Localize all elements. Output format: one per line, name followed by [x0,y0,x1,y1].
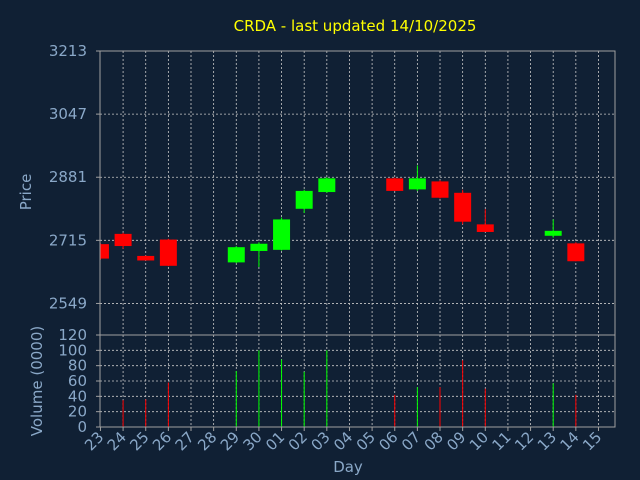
volume-tick-label: 100 [58,341,87,359]
price-panel-grid [100,51,615,335]
candle-body [273,219,291,250]
volume-panel-grid [100,335,615,427]
price-panel-frame [99,50,616,336]
volume-panel-frame [99,334,616,428]
volume-tick-label: 20 [68,403,87,421]
price-tick-label: 3213 [49,42,87,60]
volume-axis-label: Volume (0000) [28,326,46,436]
candle-body [476,224,494,232]
candle-body [159,239,177,266]
price-tick-label: 2881 [49,168,87,186]
price-tick-label: 2549 [49,294,87,312]
panel-frames [99,50,616,428]
chart-title: CRDA - last updated 14/10/2025 [234,17,477,35]
price-tick-label: 2715 [49,231,87,249]
volume-tick-label: 0 [77,418,87,436]
volume-tick-label: 120 [58,326,87,344]
price-candles [99,165,585,267]
candle-body [454,192,472,222]
candle-body [100,244,109,259]
volume-bars [122,350,577,427]
candle-body [227,247,245,263]
volume-tick-label: 80 [68,357,87,375]
candle-body [295,190,313,209]
candle-body [408,178,426,190]
price-axis-label: Price [17,174,35,211]
day-tick-label: 15 [579,428,605,454]
volume-tick-label: 40 [68,387,87,405]
day-tick-labels: 2324252627282930010203040506070809101112… [81,427,605,454]
candle-body [431,181,449,198]
candle-body [386,178,404,191]
candle-body [114,233,132,247]
x-axis-label: Day [333,458,363,476]
candle-body [544,230,562,236]
candle-body [137,255,155,261]
candle-body [318,178,336,193]
price-tick-label: 3047 [49,105,87,123]
price-tick-labels: 3213 3047 2881 2715 2549 [49,42,100,312]
candle-body [250,243,268,251]
candle-body [567,243,585,262]
volume-tick-label: 60 [68,372,87,390]
